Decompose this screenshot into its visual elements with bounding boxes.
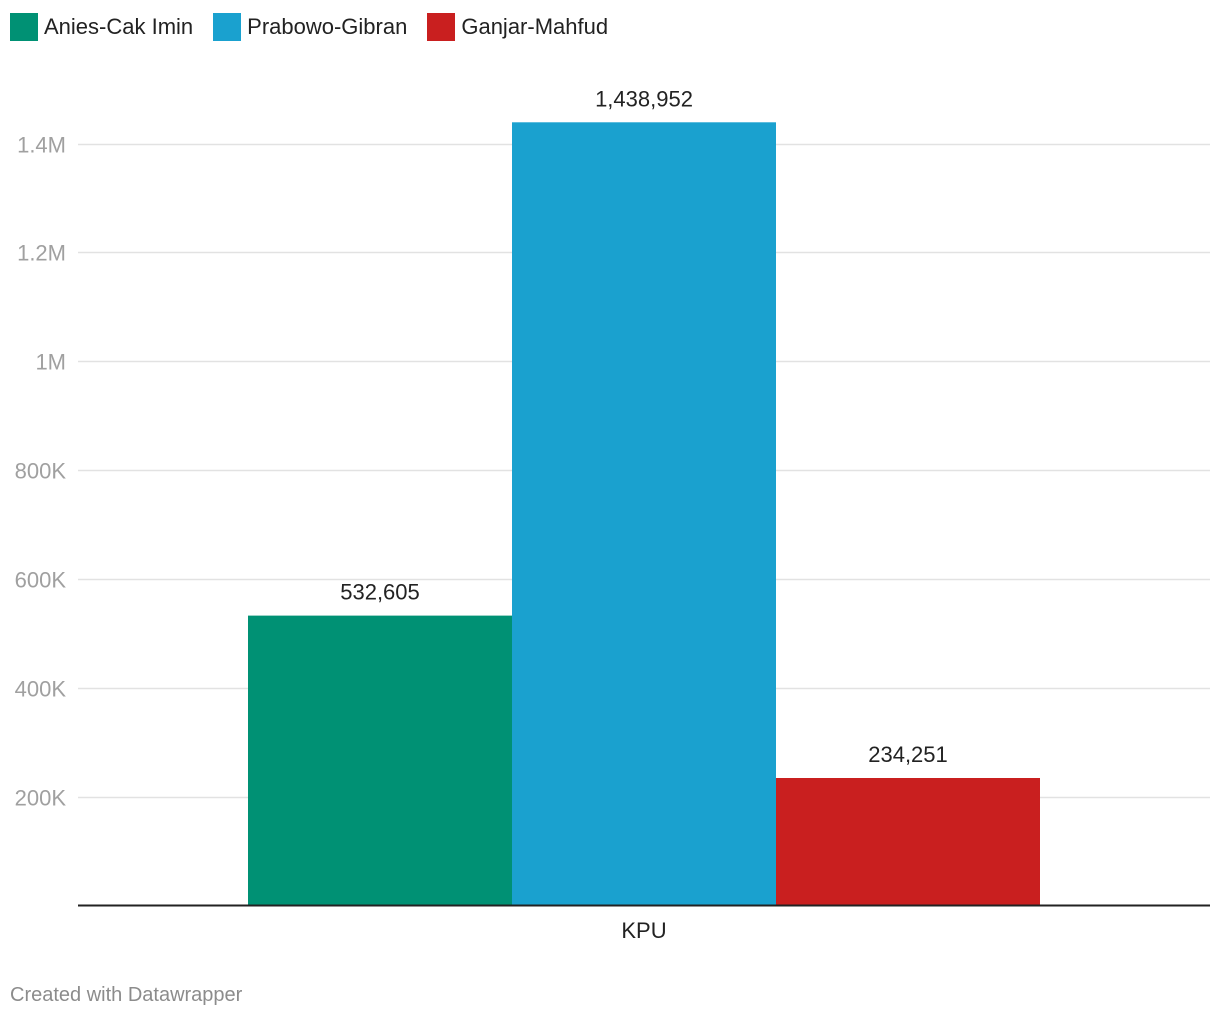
value-label-anies-cak-imin: 532,605 — [340, 580, 420, 605]
legend-item-anies-cak-imin: Anies-Cak Imin — [10, 13, 193, 41]
legend-swatch-anies-cak-imin — [10, 13, 38, 41]
legend-item-ganjar-mahfud: Ganjar-Mahfud — [427, 13, 608, 41]
y-tick-label-600k: 600K — [15, 568, 67, 593]
category-label-kpu: KPU — [621, 918, 666, 943]
y-tick-label-800k: 800K — [15, 459, 67, 484]
y-tick-label-1-2m: 1.2M — [17, 241, 66, 266]
legend-item-prabowo-gibran: Prabowo-Gibran — [213, 13, 407, 41]
chart-legend: Anies-Cak Imin Prabowo-Gibran Ganjar-Mah… — [10, 12, 628, 42]
credit-text: Created with Datawrapper — [10, 984, 243, 1006]
y-tick-label-200k: 200K — [15, 786, 67, 811]
y-tick-label-1-4m: 1.4M — [17, 133, 66, 158]
bar-prabowo-gibran — [512, 122, 776, 906]
y-tick-label-1m: 1M — [35, 350, 66, 375]
value-label-ganjar-mahfud: 234,251 — [868, 742, 948, 767]
legend-label-anies-cak-imin: Anies-Cak Imin — [44, 14, 194, 39]
y-tick-label-400k: 400K — [15, 677, 67, 702]
legend-label-ganjar-mahfud: Ganjar-Mahfud — [461, 14, 609, 39]
bar-ganjar-mahfud — [776, 778, 1040, 906]
value-label-prabowo-gibran: 1,438,952 — [595, 86, 693, 111]
bar-anies-cak-imin — [248, 615, 512, 906]
legend-swatch-prabowo-gibran — [213, 13, 242, 41]
legend-label-prabowo-gibran: Prabowo-Gibran — [247, 14, 408, 39]
legend-swatch-ganjar-mahfud — [427, 13, 456, 41]
